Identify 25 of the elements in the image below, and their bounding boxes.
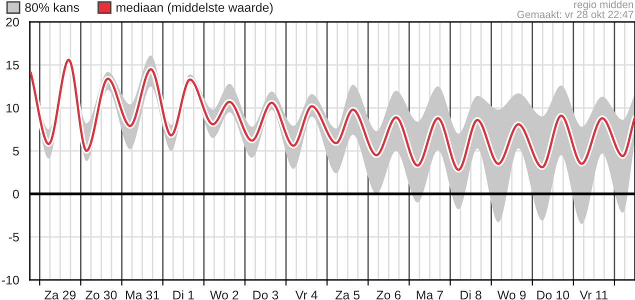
x-tick-label: Vr 4	[295, 290, 318, 300]
x-tick-label: Zo 30	[86, 290, 117, 300]
text: Gemaakt: vr 28 okt 22:47	[517, 10, 634, 18]
y-tick-label: 15	[6, 60, 19, 70]
x-tick-label: Wo 9	[497, 290, 526, 300]
x-tick-label: Za 29	[44, 290, 76, 300]
x-tick-label: Za 5	[335, 290, 360, 300]
y-tick-label: -10	[2, 276, 19, 285]
x-tick-label: Do 10	[537, 290, 570, 300]
x-tick-label: Zo 6	[376, 290, 401, 300]
x-tick-label: Ma 31	[126, 290, 160, 300]
x-tick-label: Di 1	[173, 290, 194, 300]
x-tick-label: Do 3	[253, 290, 278, 300]
y-tick-label: 5	[12, 146, 19, 156]
x-tick-label: Wo 2	[210, 290, 238, 300]
y-tick-label: 10	[6, 104, 19, 113]
y-tick-label: 20	[6, 18, 19, 27]
y-tick-label: -5	[8, 232, 19, 242]
text: regio midden	[574, 0, 634, 10]
y-tick-label: 0	[12, 190, 19, 199]
legend-label: 80% kans	[25, 2, 80, 12]
x-tick-label: Di 8	[460, 290, 482, 300]
x-tick-label: Ma 7	[416, 290, 443, 300]
x-tick-label: Vr 11	[580, 290, 608, 300]
legend-label: mediaan (middelste waarde)	[116, 2, 273, 14]
